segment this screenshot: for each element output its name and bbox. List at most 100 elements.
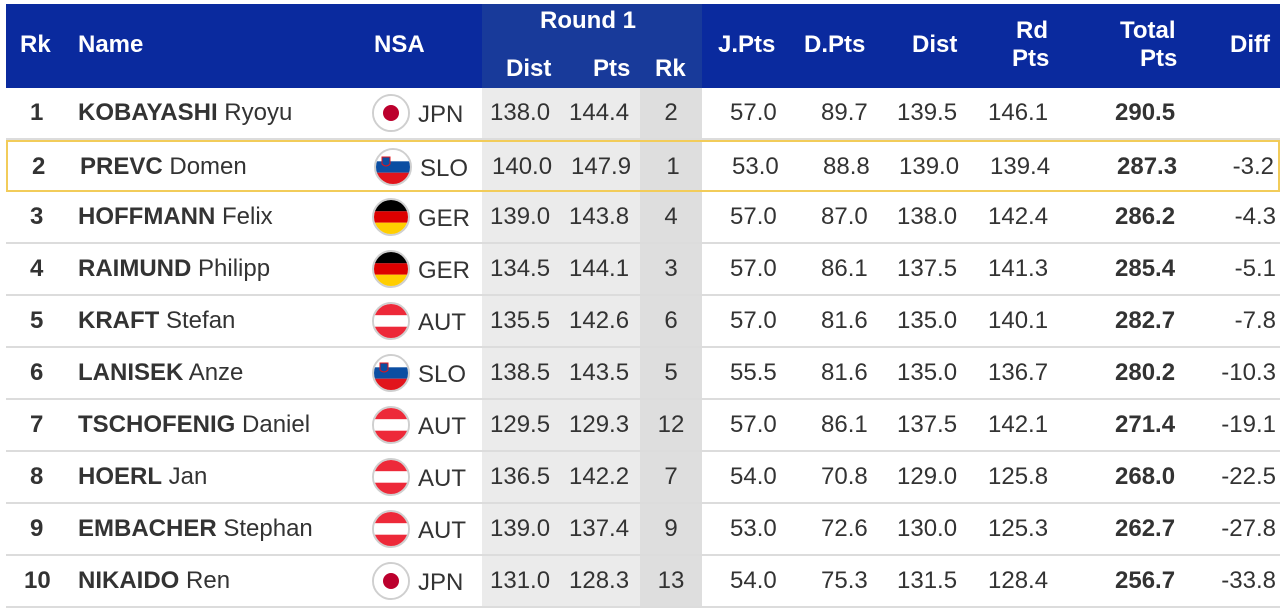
table-row[interactable]: 8 HOERL Jan AUT 136.5 142.2 7 54.0 70.8 129.0 125… xyxy=(6,452,1280,504)
total-cell: 256.7 xyxy=(1115,567,1176,594)
table-row[interactable]: 6 LANISEK Anze SLO 138.5 143.5 5 55.5 81.6 135.0… xyxy=(6,348,1280,400)
r1-pts-cell: 129.3 xyxy=(569,411,630,438)
header-r1-rk[interactable]: Rk xyxy=(655,55,686,82)
aut-flag-icon xyxy=(372,302,410,340)
rdpts-cell: 142.4 xyxy=(988,203,1049,230)
rank-cell: 9 xyxy=(30,515,44,542)
header-nsa[interactable]: NSA xyxy=(374,31,425,58)
rdpts-cell: 140.1 xyxy=(988,307,1049,334)
dist-cell: 135.0 xyxy=(897,307,958,334)
r1-dist-cell: 138.0 xyxy=(490,99,551,126)
athlete-name[interactable]: KRAFT Stefan xyxy=(78,296,235,346)
r1-dist-cell: 134.5 xyxy=(490,255,551,282)
nsa-code: GER xyxy=(418,205,471,232)
r1-dist-cell: 140.0 xyxy=(492,153,553,180)
nsa-code: AUT xyxy=(418,413,466,440)
diff-cell: -5.1 xyxy=(1234,255,1276,282)
header-jpts[interactable]: J.Pts xyxy=(718,31,776,58)
header-dpts[interactable]: D.Pts xyxy=(804,31,866,58)
total-cell: 282.7 xyxy=(1115,307,1176,334)
athlete-first-name: Philipp xyxy=(198,255,271,282)
dpts-cell: 86.1 xyxy=(821,411,868,438)
athlete-last-name: RAIMUND xyxy=(78,255,192,282)
dist-cell: 137.5 xyxy=(897,255,958,282)
header-r1-pts[interactable]: Pts xyxy=(593,55,631,82)
rdpts-cell: 139.4 xyxy=(990,153,1051,180)
header-name[interactable]: Name xyxy=(78,31,144,58)
athlete-name[interactable]: HOFFMANN Felix xyxy=(78,192,273,242)
athlete-first-name: Anze xyxy=(188,359,244,386)
r1-pts-cell: 143.5 xyxy=(569,359,630,386)
total-cell: 262.7 xyxy=(1115,515,1176,542)
jpts-cell: 54.0 xyxy=(730,567,777,594)
dist-cell: 137.5 xyxy=(897,411,958,438)
r1-dist-cell: 139.0 xyxy=(490,203,551,230)
diff-cell: -22.5 xyxy=(1221,463,1276,490)
ger-flag-icon xyxy=(372,198,410,236)
r1-dist-cell: 129.5 xyxy=(490,411,551,438)
jpn-flag-icon xyxy=(372,94,410,132)
rank-cell: 10 xyxy=(24,567,51,594)
jpts-cell: 53.0 xyxy=(732,153,779,180)
athlete-first-name: Stefan xyxy=(166,307,236,334)
header-rdpts-line2[interactable]: Pts xyxy=(1012,45,1050,72)
athlete-first-name: Stephan xyxy=(223,515,313,542)
nsa-code: AUT xyxy=(418,465,466,492)
dpts-cell: 88.8 xyxy=(823,153,870,180)
dpts-cell: 86.1 xyxy=(821,255,868,282)
athlete-name[interactable]: PREVC Domen xyxy=(80,142,247,192)
rank-cell: 1 xyxy=(30,99,44,126)
aut-flag-icon xyxy=(372,510,410,548)
diff-cell: -3.2 xyxy=(1232,153,1274,180)
r1-rk-cell: 5 xyxy=(664,359,678,386)
header-r1-dist[interactable]: Dist xyxy=(506,55,552,82)
table-row[interactable]: 7 TSCHOFENIG Daniel AUT 129.5 129.3 12 57.0 86.… xyxy=(6,400,1280,452)
header-round1: Round 1 xyxy=(540,7,636,34)
athlete-name[interactable]: NIKAIDO Ren xyxy=(78,556,230,606)
athlete-name[interactable]: HOERL Jan xyxy=(78,452,207,502)
nsa-code: JPN xyxy=(418,101,464,128)
athlete-first-name: Felix xyxy=(221,203,273,230)
header-diff[interactable]: Diff xyxy=(1230,31,1270,58)
aut-flag-icon xyxy=(372,406,410,444)
header-rk[interactable]: Rk xyxy=(20,31,51,58)
table-row[interactable]: 4 RAIMUND Philipp GER 134.5 144.1 3 57.0 86.1 13… xyxy=(6,244,1280,296)
athlete-last-name: TSCHOFENIG xyxy=(78,411,236,438)
r1-rk-cell: 9 xyxy=(664,515,678,542)
r1-rk-cell: 3 xyxy=(664,255,678,282)
r1-dist-cell: 139.0 xyxy=(490,515,551,542)
dist-cell: 138.0 xyxy=(897,203,958,230)
r1-pts-cell: 142.2 xyxy=(569,463,630,490)
athlete-last-name: HOFFMANN xyxy=(78,203,216,230)
total-cell: 287.3 xyxy=(1117,153,1178,180)
athlete-name[interactable]: RAIMUND Philipp xyxy=(78,244,270,294)
dpts-cell: 87.0 xyxy=(821,203,868,230)
header-total-line1[interactable]: Total xyxy=(1120,17,1176,44)
jpts-cell: 57.0 xyxy=(730,307,777,334)
athlete-name[interactable]: LANISEK Anze xyxy=(78,348,243,398)
r1-rk-cell: 13 xyxy=(657,567,685,594)
total-cell: 286.2 xyxy=(1115,203,1176,230)
r1-pts-cell: 144.4 xyxy=(569,99,630,126)
r1-pts-cell: 128.3 xyxy=(569,567,630,594)
header-total-line2[interactable]: Pts xyxy=(1140,45,1178,72)
diff-cell: -4.3 xyxy=(1234,203,1276,230)
total-cell: 290.5 xyxy=(1115,99,1176,126)
athlete-name[interactable]: KOBAYASHI Ryoyu xyxy=(78,88,292,138)
header-dist[interactable]: Dist xyxy=(912,31,958,58)
athlete-name[interactable]: TSCHOFENIG Daniel xyxy=(78,400,310,450)
rank-cell: 6 xyxy=(30,359,44,386)
diff-cell: -19.1 xyxy=(1221,411,1276,438)
table-row[interactable]: 2 PREVC Domen SLO 140.0 147.9 1 53.0 88.8 139.0 1… xyxy=(6,140,1280,192)
header-rdpts-line1[interactable]: Rd xyxy=(1016,17,1048,44)
table-row[interactable]: 3 HOFFMANN Felix GER 139.0 143.8 4 57.0 87.0 138… xyxy=(6,192,1280,244)
athlete-name[interactable]: EMBACHER Stephan xyxy=(78,504,313,554)
athlete-first-name: Ryoyu xyxy=(224,99,293,126)
round1-header-block xyxy=(482,4,702,88)
slo-flag-icon xyxy=(374,148,412,186)
table-row[interactable]: 5 KRAFT Stefan AUT 135.5 142.6 6 57.0 81.6 135.0… xyxy=(6,296,1280,348)
table-row[interactable]: 1 KOBAYASHI Ryoyu JPN 138.0 144.4 2 57.0 89.7 13… xyxy=(6,88,1280,140)
table-row[interactable]: 10 NIKAIDO Ren JPN 131.0 128.3 13 54.0 75.3 131.… xyxy=(6,556,1280,608)
table-row[interactable]: 9 EMBACHER Stephan AUT 139.0 137.4 9 53.0 72.6 1… xyxy=(6,504,1280,556)
